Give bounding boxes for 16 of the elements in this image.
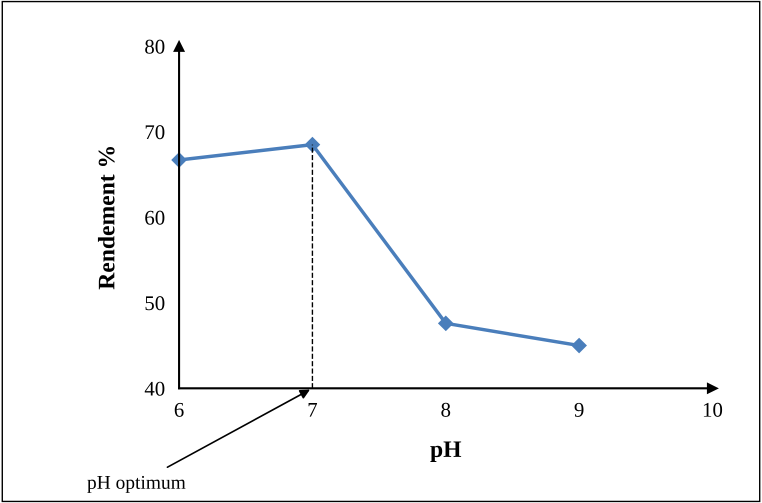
y-tick-label: 40 xyxy=(144,382,164,396)
y-tick-label: 70 xyxy=(146,125,164,140)
x-tick-label: 9 xyxy=(574,402,584,417)
y-axis-title: Rendement % xyxy=(98,147,115,290)
x-tick-label: 8 xyxy=(441,402,450,417)
y-tick-label: 50 xyxy=(146,296,164,310)
point xyxy=(572,338,587,354)
x-tick-label: 10 xyxy=(704,402,722,417)
point xyxy=(438,316,454,331)
point xyxy=(304,137,320,152)
annotation: pH optimum xyxy=(87,476,186,493)
y-tick-label: 60 xyxy=(145,210,164,225)
x-tick-label: 6 xyxy=(174,402,184,417)
x-tick-label: 7 xyxy=(308,403,318,417)
x-axis-title: pH xyxy=(430,441,462,462)
y-tick-label: 80 xyxy=(145,40,164,54)
